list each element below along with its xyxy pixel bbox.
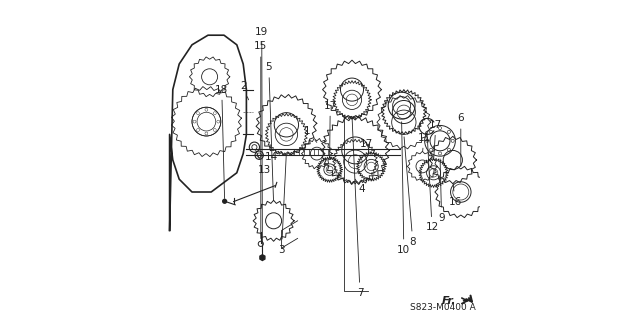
Text: 18: 18 bbox=[215, 84, 228, 198]
Text: 4: 4 bbox=[355, 179, 365, 194]
Text: 5: 5 bbox=[266, 62, 273, 200]
Text: 13: 13 bbox=[255, 150, 271, 175]
Text: 17: 17 bbox=[429, 120, 442, 158]
Text: 17: 17 bbox=[360, 139, 373, 154]
Circle shape bbox=[223, 199, 227, 203]
Text: 14: 14 bbox=[259, 152, 278, 162]
Text: 6: 6 bbox=[458, 113, 464, 166]
Text: 19: 19 bbox=[255, 27, 268, 252]
Text: 9: 9 bbox=[438, 159, 445, 223]
Text: 2: 2 bbox=[240, 81, 248, 100]
Text: 7: 7 bbox=[352, 119, 364, 298]
Text: 1: 1 bbox=[304, 126, 317, 142]
Text: 10: 10 bbox=[397, 122, 410, 255]
Text: 8: 8 bbox=[404, 137, 416, 247]
Text: 15: 15 bbox=[254, 41, 268, 238]
Text: S823-M0400 A: S823-M0400 A bbox=[410, 303, 476, 312]
Text: 11: 11 bbox=[417, 132, 431, 151]
Text: 17: 17 bbox=[324, 100, 337, 156]
Text: 3: 3 bbox=[278, 155, 286, 255]
Text: Fr.: Fr. bbox=[442, 296, 456, 306]
Text: 16: 16 bbox=[449, 184, 461, 207]
Text: 12: 12 bbox=[426, 137, 438, 232]
